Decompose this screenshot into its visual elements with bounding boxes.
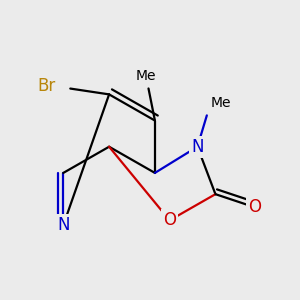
Text: Br: Br [38,77,56,95]
Text: Me: Me [211,96,231,110]
Text: O: O [163,211,176,229]
Text: Me: Me [136,69,156,82]
Text: N: N [191,138,204,156]
Text: O: O [248,198,261,216]
Text: N: N [57,216,70,234]
